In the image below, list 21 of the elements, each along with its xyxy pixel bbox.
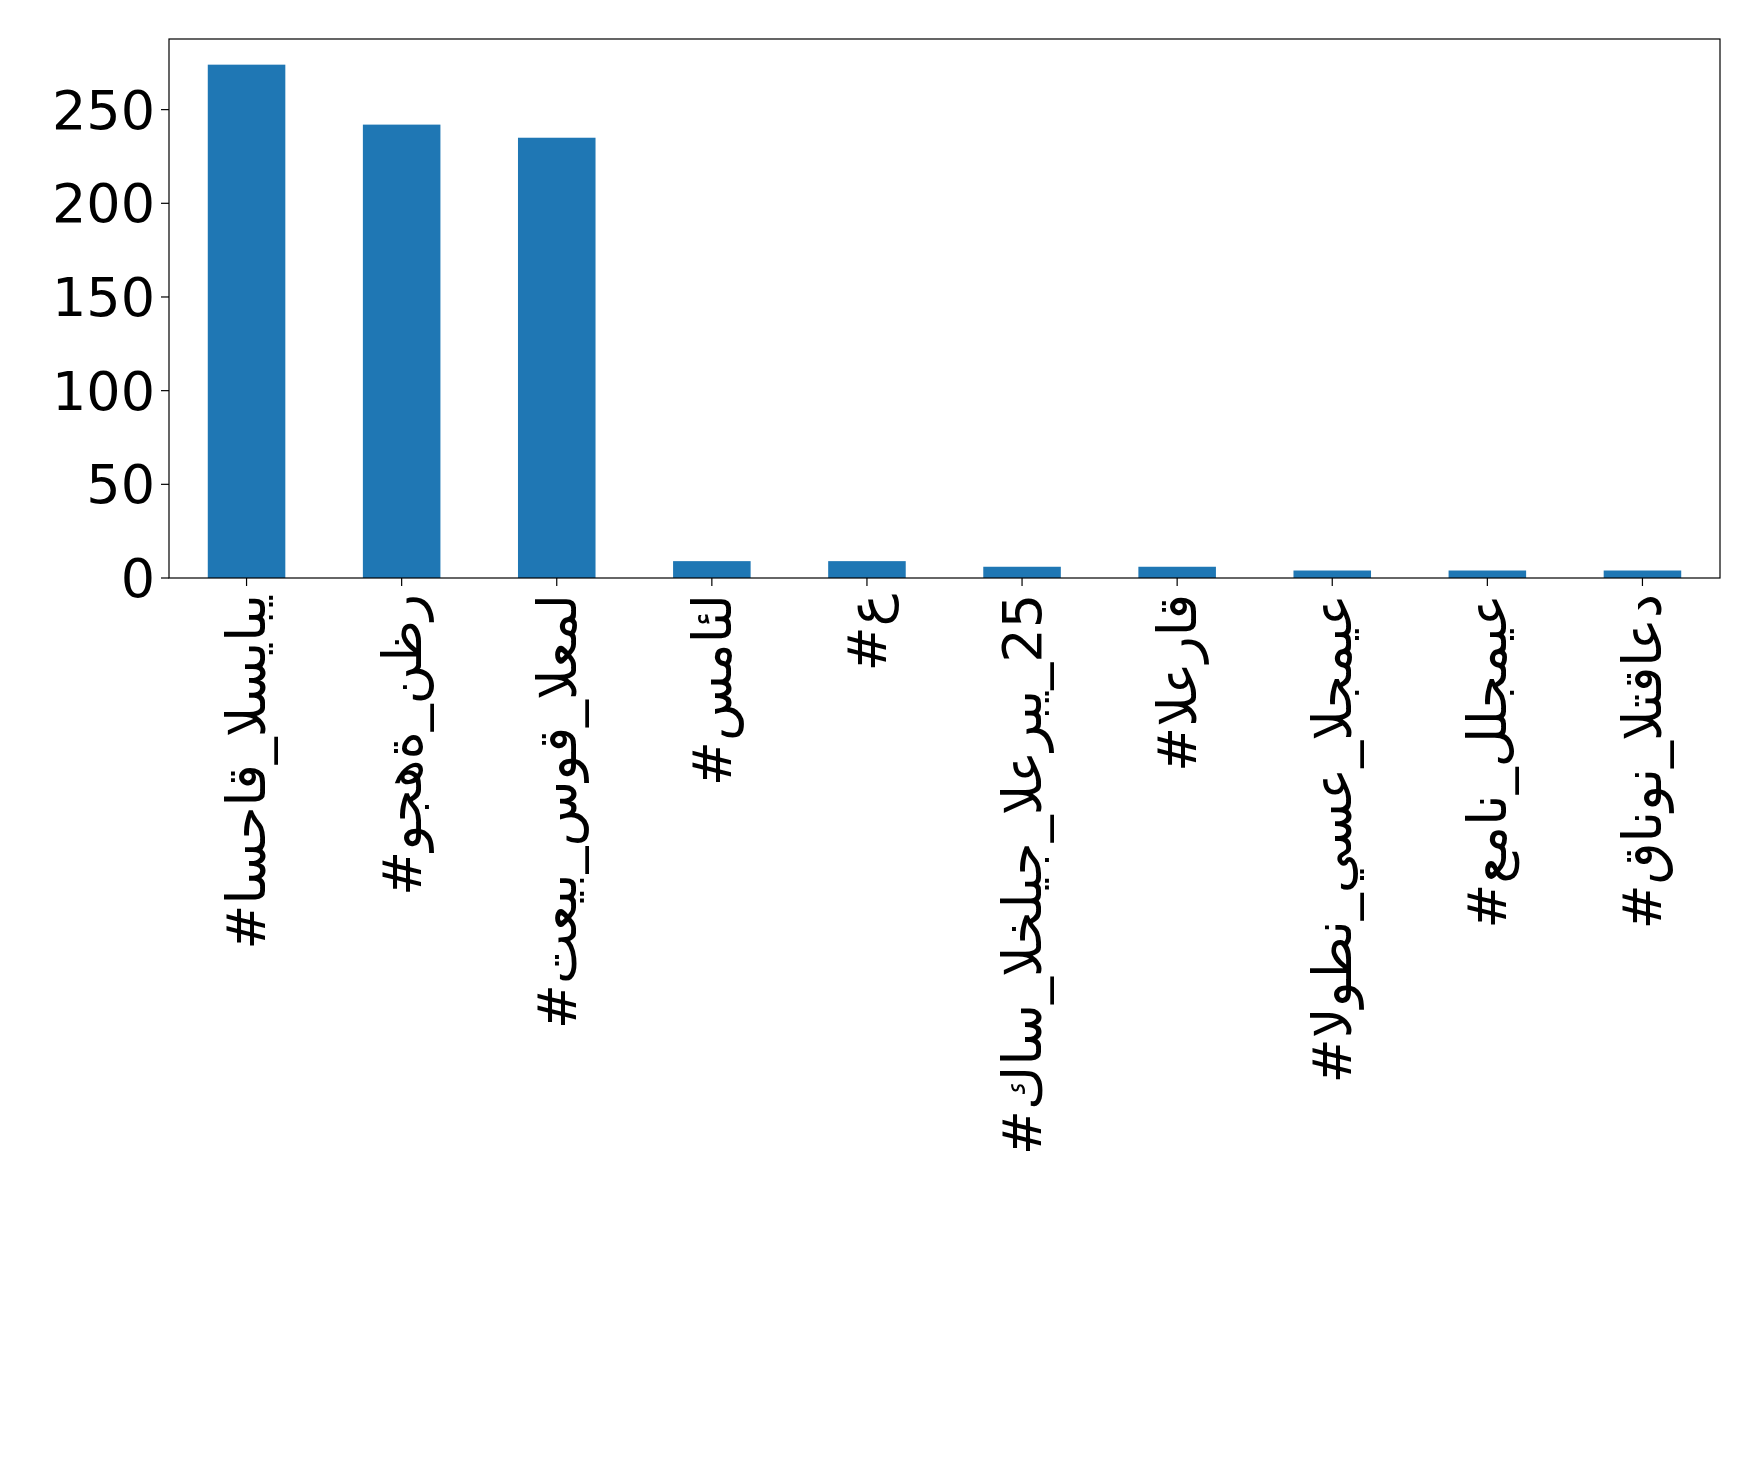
x-tick-label: #العراق	[1146, 594, 1210, 773]
x-tick-label: #كاس_الخليج_العربي_25	[990, 594, 1054, 1156]
y-tick-label: 50	[86, 453, 155, 517]
x-tick-label: #وجهة_نظر	[370, 594, 434, 896]
y-tick-label: 200	[51, 172, 155, 236]
x-tick-label: #ع	[835, 594, 899, 672]
x-tick-label: #تعيب_سوق_العمل	[525, 594, 589, 1030]
x-tick-label: #الوطن_يسع_الجميع	[1301, 594, 1365, 1084]
x-tick-label: #سمائل	[680, 594, 744, 787]
y-tick-label: 250	[51, 78, 155, 142]
bar	[828, 561, 906, 578]
bar	[362, 124, 441, 578]
bar	[673, 561, 751, 578]
y-tick-label: 0	[120, 546, 155, 610]
x-tick-label: #قانون_التقاعد	[1611, 594, 1675, 930]
bar	[517, 137, 596, 578]
bar	[207, 64, 286, 578]
x-tick-label: #اسحاق_السيابي	[215, 594, 279, 950]
y-tick-label: 100	[51, 359, 155, 423]
y-tick-label: 150	[51, 265, 155, 329]
x-tick-label: #عمان_للجميع	[1456, 594, 1521, 929]
